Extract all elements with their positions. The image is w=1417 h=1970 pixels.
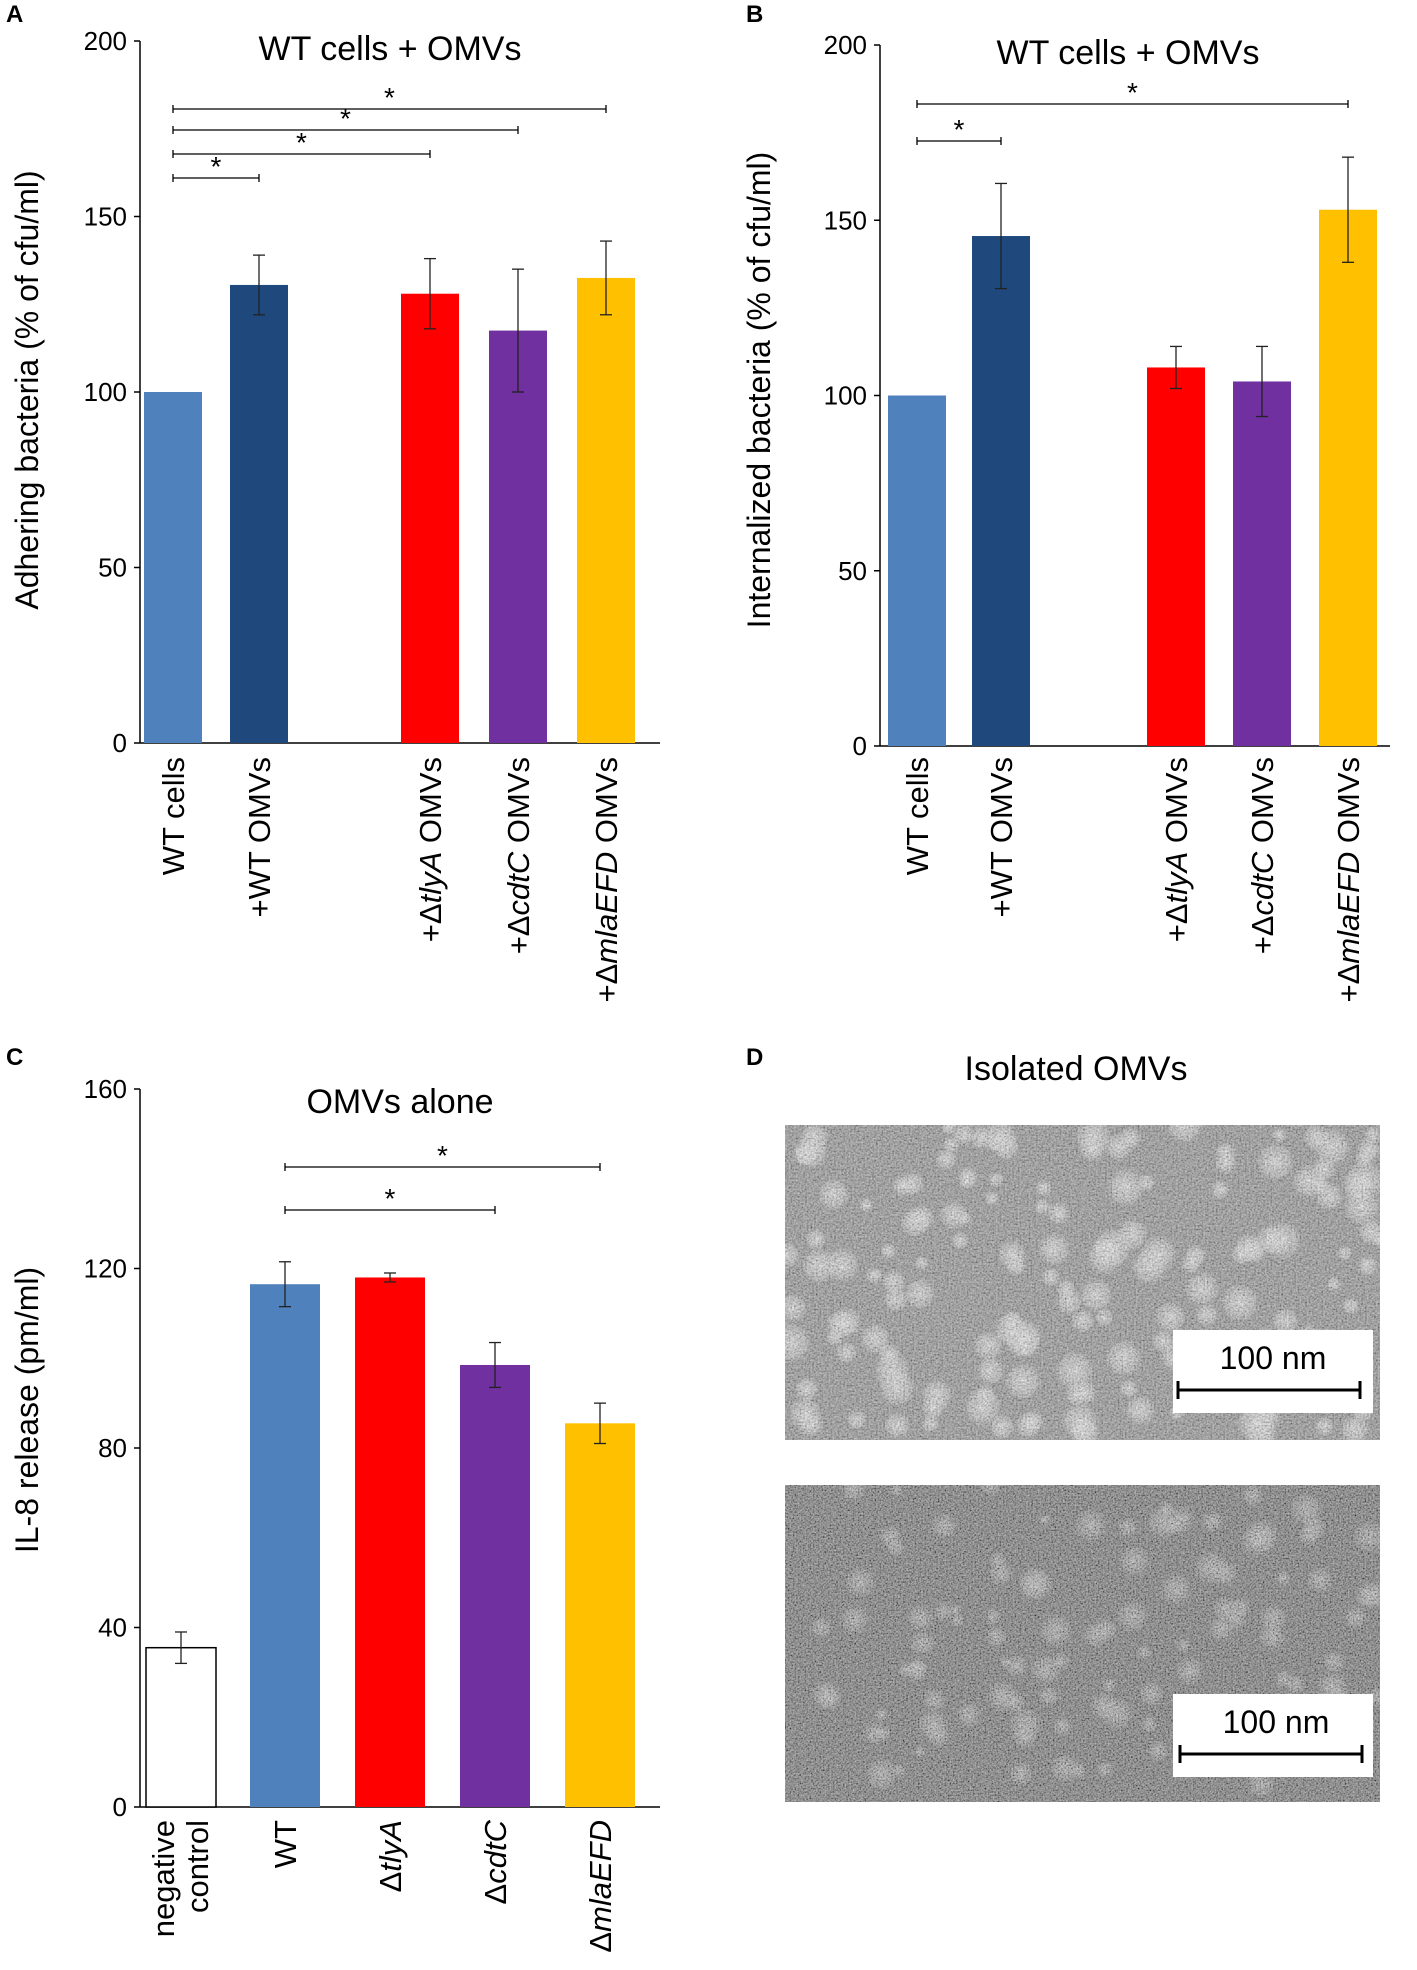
error-bar [594,1402,606,1445]
significance-star: * [385,1183,396,1214]
error-bar [384,1272,396,1283]
bar [230,284,288,743]
bar [460,1364,530,1807]
significance-star: * [384,82,395,113]
bar [565,1423,635,1807]
significance-star: * [437,1140,448,1171]
bar [1319,209,1377,747]
significance-bracket [172,105,607,113]
x-tick-label: WT [268,1820,303,1868]
bar [1147,367,1205,746]
y-tick-label: 200 [824,30,867,60]
error-bar [279,1261,291,1308]
panel-a-y-axis-label: Adhering bacteria (% of cfu/ml) [9,170,45,609]
bar [577,277,635,743]
panel-c-label: C [6,1044,23,1071]
panel-a-label: A [6,1,23,28]
y-tick-label: 50 [838,556,867,586]
x-tick-label: WT cells [156,757,191,875]
panel-c-chart: C OMVs alone IL-8 release (pm/ml) 0 40 80 1… [6,1044,660,1953]
panel-b-label: B [746,1,763,28]
significance-star: * [296,127,307,158]
scale-bar-top-line [1176,1381,1362,1399]
significance-star: * [211,151,222,182]
error-bar [995,182,1007,290]
x-tick-label: +WT OMVs [984,757,1019,917]
y-tick-label: 150 [824,205,867,235]
significance-bracket [172,150,431,158]
panel-d-label: D [746,1044,763,1071]
panel-b-chart: B WT cells + OMVs Internalized bacteria … [741,1,1390,1003]
bar [1233,381,1291,746]
y-tick-label: 100 [84,377,127,407]
x-tick-label: ΔtlyA [373,1820,408,1892]
panel-c-title: OMVs alone [306,1083,493,1121]
micrograph-top: 100 nm [785,1125,1380,1440]
significance-bracket [284,1163,601,1171]
x-tick-label: ΔmlaEFD [583,1820,618,1953]
y-tick-label: 0 [853,731,867,761]
error-bar [253,254,265,316]
significance-star: * [954,114,965,145]
x-tick-label: +ΔmlaEFD OMVs [1331,757,1366,1003]
y-tick-label: 0 [113,1792,127,1822]
bar [401,293,459,743]
x-tick-label: ΔcdtC [478,1819,513,1904]
y-tick-label: 80 [98,1433,127,1463]
scale-bar-bottom-label: 100 nm [1223,1704,1330,1740]
scale-bar-bottom-line [1178,1745,1364,1763]
panel-d-title: Isolated OMVs [965,1050,1188,1088]
y-tick-label: 200 [84,26,127,56]
x-tick-label: +ΔtlyA OMVs [1159,757,1194,942]
panel-b-y-axis-label: Internalized bacteria (% of cfu/ml) [741,152,777,629]
panel-c-y-axis-label: IL-8 release (pm/ml) [9,1267,45,1553]
scale-bar-top-label: 100 nm [1220,1340,1327,1376]
significance-star: * [1127,77,1138,108]
x-tick-label: +ΔtlyA OMVs [413,757,448,942]
error-bar [600,240,612,316]
x-tick-label: +ΔcdtC OMVs [501,757,536,954]
scale-bar-top-box [1173,1330,1373,1413]
significance-bracket [172,126,519,134]
bar [972,236,1030,746]
micrograph-bottom: 100 nm [785,1485,1380,1802]
significance-bracket [172,174,260,182]
y-tick-label: 40 [98,1613,127,1643]
x-tick-label: +ΔmlaEFD OMVs [589,757,624,1003]
x-tick-label: negativecontrol [146,1820,215,1937]
y-tick-label: 150 [84,202,127,232]
y-tick-label: 100 [824,381,867,411]
panel-b-title: WT cells + OMVs [997,34,1260,72]
panel-d-micrographs: D Isolated OMVs 100 nm 100 nm [746,1044,1380,1802]
error-bar [175,1631,187,1665]
bar [489,330,547,743]
scale-bar-bottom-box [1173,1694,1373,1777]
error-bar [1256,345,1268,418]
error-bar [424,257,436,330]
error-bar [1170,345,1182,390]
y-tick-label: 50 [98,553,127,583]
significance-bracket [284,1206,496,1214]
significance-bracket [916,137,1002,145]
bar [250,1284,320,1807]
x-tick-label: +WT OMVs [242,757,277,917]
significance-bracket [916,100,1349,108]
bar [144,392,202,743]
bar [355,1277,425,1807]
x-tick-label: +ΔcdtC OMVs [1245,757,1280,954]
panel-a-chart: A WT cells + OMVs Adhering bacteria (% o… [6,1,660,1003]
error-bar [512,268,524,393]
error-bar [489,1341,501,1389]
y-tick-label: 160 [84,1074,127,1104]
bar [145,1646,217,1808]
error-bar [1342,156,1354,263]
y-tick-label: 0 [113,728,127,758]
x-tick-label: WT cells [900,757,935,875]
significance-star: * [340,103,351,134]
panel-a-title: WT cells + OMVs [259,30,522,68]
bar [888,395,946,746]
y-tick-label: 120 [84,1254,127,1284]
